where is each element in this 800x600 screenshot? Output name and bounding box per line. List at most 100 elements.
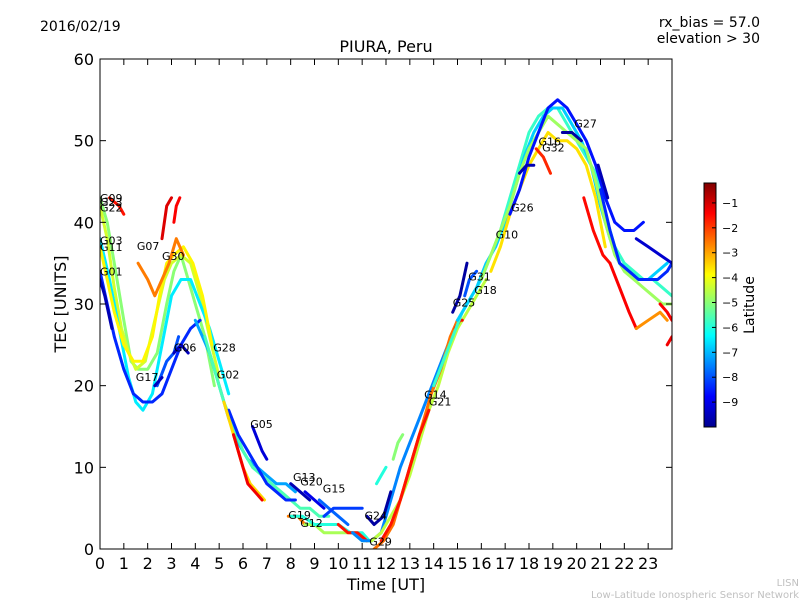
series-line-47 [634,237,672,265]
satellite-label-g09: G09 [100,192,123,205]
series-line-30 [375,465,388,486]
x-tick-label: 5 [214,554,224,573]
x-axis-label: Time [UT] [346,575,425,594]
series-line-40 [479,114,672,306]
colorbar: −1 −2 −3 −4 −5 −6 −7 −8 −9 Latitude [703,182,758,428]
series-line-16 [227,408,297,502]
satellite-label-g02: G02 [217,368,240,381]
x-tick-label: 4 [190,554,200,573]
satellite-label-g27: G27 [574,118,597,131]
colorbar-ticks: −1 −2 −3 −4 −5 −6 −7 −8 −9 [712,197,738,409]
x-tick-label: 21 [590,554,610,573]
satellite-label-g31: G31 [468,270,491,283]
series-line-37 [463,269,479,298]
series-line-35 [451,261,469,314]
series-line-12 [172,343,190,355]
series-line-10 [172,196,182,224]
x-tick-label: 15 [447,554,467,573]
colorbar-tick-label: −4 [722,272,738,285]
satellite-label-g07: G07 [137,240,160,253]
series-line-7 [108,196,126,216]
series-line-1 [100,196,216,388]
series-line-20 [289,482,312,502]
colorbar-tick-label: −9 [722,396,738,409]
y-tick-label: 40 [74,213,94,232]
series-line-50 [608,261,638,330]
satellite-label-g28: G28 [213,341,236,354]
satellite-label-g25: G25 [453,296,476,309]
satellite-label-g13: G13 [293,471,316,484]
satellite-label-g16: G16 [539,136,562,149]
x-tick-label: 7 [262,554,272,573]
series-line-19 [232,433,264,502]
satellite-label-g20: G20 [300,475,323,488]
series-line-11 [155,335,181,388]
colorbar-tick-label: −2 [722,222,738,235]
series-line-53 [665,335,672,347]
x-axis: 0 1 2 3 4 5 6 7 8 9 10 11 12 13 14 15 16 17 18 19 20 21 22 23 [95,59,658,573]
colorbar-tick-label: −1 [722,197,738,210]
series-line-17 [251,425,269,461]
x-tick-label: 2 [143,554,153,573]
series-line-13 [153,376,164,388]
satellite-label-g26: G26 [511,202,534,215]
x-tick-label: 3 [166,554,176,573]
y-axis: 0 10 20 30 40 50 60 [74,50,672,559]
series-line-28 [351,318,459,543]
x-tick-label: 6 [238,554,248,573]
x-tick-label: 10 [328,554,348,573]
satellite-label-g18: G18 [474,284,497,297]
series-line-42 [508,98,645,232]
rx-bias-label: rx_bias = 57.0 [659,15,760,31]
series-line-22 [317,498,350,526]
series-line-43 [518,163,536,175]
satellite-label-g22: G22 [100,202,123,215]
date-label: 2016/02/19 [40,19,121,35]
x-tick-label: 16 [471,554,491,573]
series-line-26 [289,514,371,543]
x-tick-label: 18 [519,554,539,573]
series-line-23 [322,506,364,518]
series-line-29 [365,490,393,526]
footer-lisn: LISN [777,578,799,589]
x-tick-label: 8 [286,554,296,573]
series-line-49 [582,196,612,265]
satellite-label-g29: G29 [369,536,392,549]
y-tick-label: 10 [74,458,94,477]
x-tick-label: 9 [309,554,319,573]
satellite-label-g23: G23 [100,196,123,209]
series-line-5 [100,269,202,404]
satellite-label-g32: G32 [542,141,565,154]
satellite-label-g21: G21 [429,395,452,408]
x-tick-label: 13 [400,554,420,573]
x-tick-label: 22 [614,554,634,573]
y-tick-label: 0 [84,540,94,559]
series-line-48 [534,147,552,175]
colorbar-gradient [703,182,717,428]
plot-frame [99,58,673,550]
colorbar-tick-label: −6 [722,321,738,334]
series-line-8 [136,237,185,298]
satellite-label-g12: G12 [300,517,323,530]
series-layer [100,98,672,549]
satellite-label-g11: G11 [100,241,123,254]
x-tick-label: 14 [423,554,443,573]
x-tick-label: 11 [352,554,372,573]
series-line-6 [100,278,114,330]
series-line-21 [303,490,326,510]
colorbar-tick-label: −7 [722,346,738,359]
chart-title: PIURA, Peru [339,37,432,56]
colorbar-tick-label: −8 [722,371,738,384]
y-tick-label: 30 [74,295,94,314]
satellite-label-g24: G24 [365,510,388,523]
colorbar-tick-label: −5 [722,297,738,310]
series-line-44 [560,131,583,143]
x-tick-label: 20 [566,554,586,573]
series-line-34 [379,408,431,543]
x-tick-label: 1 [119,554,129,573]
series-line-46 [599,188,672,281]
satellite-label-g15: G15 [323,483,346,496]
satellite-label-g03: G03 [100,234,123,247]
